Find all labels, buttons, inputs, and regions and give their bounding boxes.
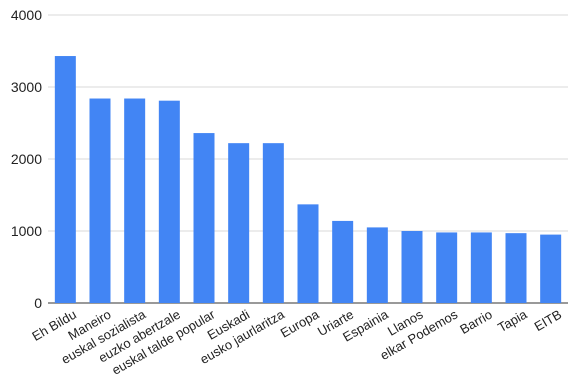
bars	[54, 56, 562, 304]
bar	[297, 204, 319, 303]
x-tick-label: EITB	[532, 307, 565, 334]
bar	[193, 133, 215, 303]
bar	[54, 56, 76, 303]
bar	[124, 98, 146, 304]
x-tick-label: Barrio	[457, 307, 495, 337]
y-tick-label: 1000	[11, 223, 42, 239]
bar	[540, 234, 562, 303]
y-tick-label: 2000	[11, 151, 42, 167]
bar	[401, 231, 423, 303]
y-tick-label: 3000	[11, 79, 42, 95]
bar	[228, 143, 250, 303]
bar	[505, 233, 527, 303]
bar	[158, 100, 180, 304]
y-tick-label: 0	[34, 295, 42, 311]
y-axis-ticks: 0 1000 2000 3000 4000	[11, 7, 42, 311]
bar	[89, 98, 111, 304]
x-tick-label: Europa	[278, 306, 322, 340]
bar	[470, 232, 492, 303]
x-tick-label: Tapia	[495, 306, 530, 335]
y-tick-label: 4000	[11, 7, 42, 23]
bar	[262, 143, 284, 303]
bar	[366, 227, 388, 303]
bar	[332, 220, 354, 303]
bar	[436, 232, 458, 303]
